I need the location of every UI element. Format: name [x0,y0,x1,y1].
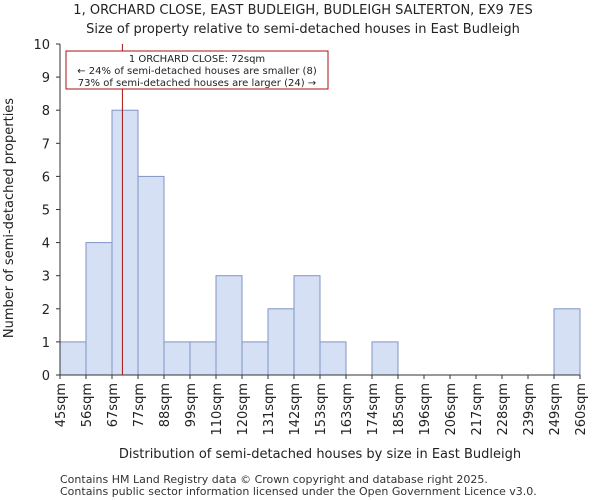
bar [371,341,399,376]
chart-title: 1, ORCHARD CLOSE, EAST BUDLEIGH, BUDLEIG… [73,3,532,18]
bar [241,341,269,376]
y-tick-label: 5 [42,204,50,219]
y-tick-label: 4 [42,237,50,252]
bar [553,308,581,376]
y-tick-label: 6 [42,170,50,185]
annotation-line: ← 24% of semi-detached houses are smalle… [77,66,317,77]
y-tick-label: 8 [42,104,50,119]
x-tick-label: 196sqm [418,383,433,436]
x-tick-label: 67sqm [106,383,121,427]
y-tick-label: 3 [42,270,50,285]
x-tick-label: 131sqm [262,383,277,436]
footer-line-1: Contains HM Land Registry data © Crown c… [60,473,488,486]
y-tick-label: 9 [42,71,50,86]
bar [319,341,347,376]
bars [59,109,581,376]
x-tick-label: 45sqm [54,383,69,427]
x-axis: 45sqm 56sqm 67sqm 77sqm 88sqm 99sqm 110sqm 120s… [54,374,589,436]
x-tick-label: 174sqm [366,383,381,436]
x-tick-label: 249sqm [548,383,563,436]
x-tick-label: 88sqm [158,383,173,427]
x-tick-label: 206sqm [444,383,459,436]
annotation-line: 1 ORCHARD CLOSE: 72sqm [129,54,265,65]
footer-line-2: Contains public sector information licen… [60,485,537,498]
property-marker: 1 ORCHARD CLOSE: 72sqm← 24% of semi-deta… [65,44,329,375]
y-tick-label: 1 [42,336,50,351]
y-axis-label: Number of semi-detached properties [2,98,17,338]
x-tick-label: 260sqm [574,383,589,436]
bar [293,275,321,376]
bar [163,341,191,376]
bar [189,341,217,376]
y-tick-label: 7 [42,137,50,152]
bar [267,308,295,376]
annotation-line: 73% of semi-detached houses are larger (… [78,78,316,89]
x-tick-label: 153sqm [314,383,329,436]
bar [215,275,243,376]
x-tick-label: 110sqm [210,383,225,436]
chart-subtitle: Size of property relative to semi-detach… [86,22,520,37]
x-tick-label: 239sqm [522,383,537,436]
bar [59,341,87,376]
bar [111,109,139,376]
x-tick-label: 99sqm [184,383,199,427]
bar [137,175,165,376]
x-tick-label: 142sqm [288,383,303,436]
x-tick-label: 120sqm [236,383,251,436]
x-tick-label: 56sqm [80,383,95,427]
y-tick-label: 0 [42,369,50,384]
annotation-box [65,50,329,90]
x-tick-label: 228sqm [496,383,511,436]
x-axis-label: Distribution of semi-detached houses by … [119,447,521,462]
bar [85,242,113,376]
x-tick-label: 217sqm [470,383,485,436]
x-tick-label: 185sqm [392,383,407,436]
x-tick-label: 77sqm [132,383,147,427]
y-tick-label: 2 [42,303,50,318]
x-tick-label: 163sqm [340,383,355,436]
y-axis: 0 1 2 3 4 5 6 7 8 9 10 [33,38,61,384]
y-tick-label: 10 [33,38,50,53]
